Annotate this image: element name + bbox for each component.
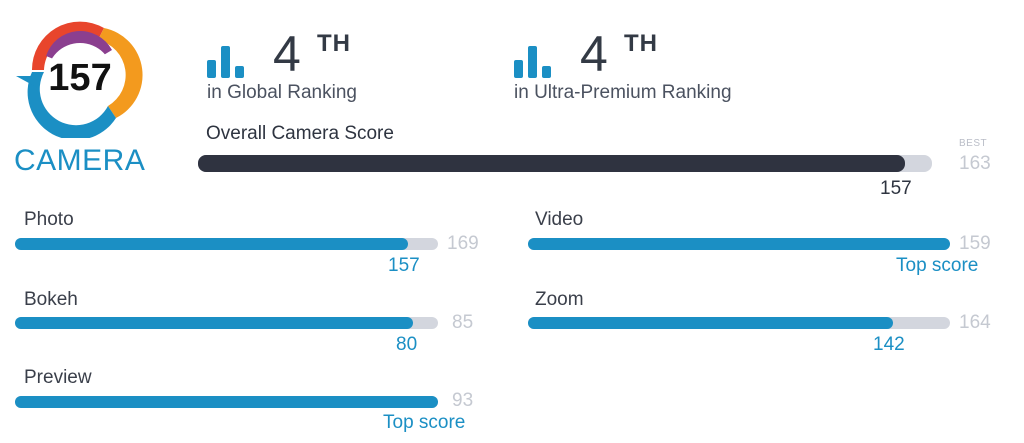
bokeh-max-value: 85	[452, 312, 474, 333]
ultra-premium-rank-suffix: TH	[624, 30, 658, 57]
photo-score-value: 157	[388, 255, 420, 276]
ring-tail	[16, 76, 42, 88]
overall-score-title: Overall Camera Score	[206, 123, 394, 144]
preview-score-value: Top score	[383, 412, 466, 433]
photo-label: Photo	[24, 209, 74, 230]
ring-center	[47, 43, 113, 109]
video-max-value: 159	[959, 233, 991, 254]
preview-score-fill	[15, 396, 438, 408]
zoom-label: Zoom	[535, 289, 584, 310]
best-caption: BEST	[959, 138, 988, 149]
photo-score-fill	[15, 238, 408, 250]
ring-segment-orange	[98, 28, 143, 118]
ring-segment-purple	[46, 31, 112, 60]
video-score-fill	[528, 238, 950, 250]
preview-max-value: 93	[452, 390, 474, 411]
ultra-premium-rank-number: 4	[580, 26, 608, 82]
camera-score-badge: 157	[12, 10, 148, 138]
video-score-value: Top score	[896, 255, 979, 276]
zoom-max-value: 164	[959, 312, 991, 333]
overall-score-value: 157	[880, 178, 912, 199]
global-rank-number: 4	[273, 26, 301, 82]
preview-score-bar	[15, 396, 438, 408]
bokeh-label: Bokeh	[24, 289, 78, 310]
zoom-score-bar	[528, 317, 950, 329]
preview-label: Preview	[24, 367, 92, 388]
score-ring-icon: 157	[16, 21, 143, 138]
video-label: Video	[535, 209, 584, 230]
bokeh-score-bar	[15, 317, 438, 329]
bokeh-score-value: 80	[396, 334, 418, 355]
global-rank-suffix: TH	[317, 30, 351, 57]
global-rank-label: in Global Ranking	[207, 82, 357, 103]
overall-best-value: 163	[959, 153, 991, 174]
zoom-score-fill	[528, 317, 894, 329]
ring-segment-blue	[27, 72, 116, 138]
badge-score: 157	[48, 57, 111, 99]
ultra-premium-rank-label: in Ultra-Premium Ranking	[514, 82, 732, 103]
photo-score-bar	[15, 238, 438, 250]
zoom-score-value: 142	[873, 334, 905, 355]
video-score-bar	[528, 238, 950, 250]
camera-category-label: CAMERA	[14, 144, 146, 177]
bokeh-score-fill	[15, 317, 414, 329]
overall-score-bar	[198, 155, 932, 172]
bar-chart-icon	[514, 46, 551, 78]
bar-chart-icon	[207, 46, 244, 78]
overall-score-fill	[198, 155, 905, 172]
photo-max-value: 169	[447, 233, 479, 254]
